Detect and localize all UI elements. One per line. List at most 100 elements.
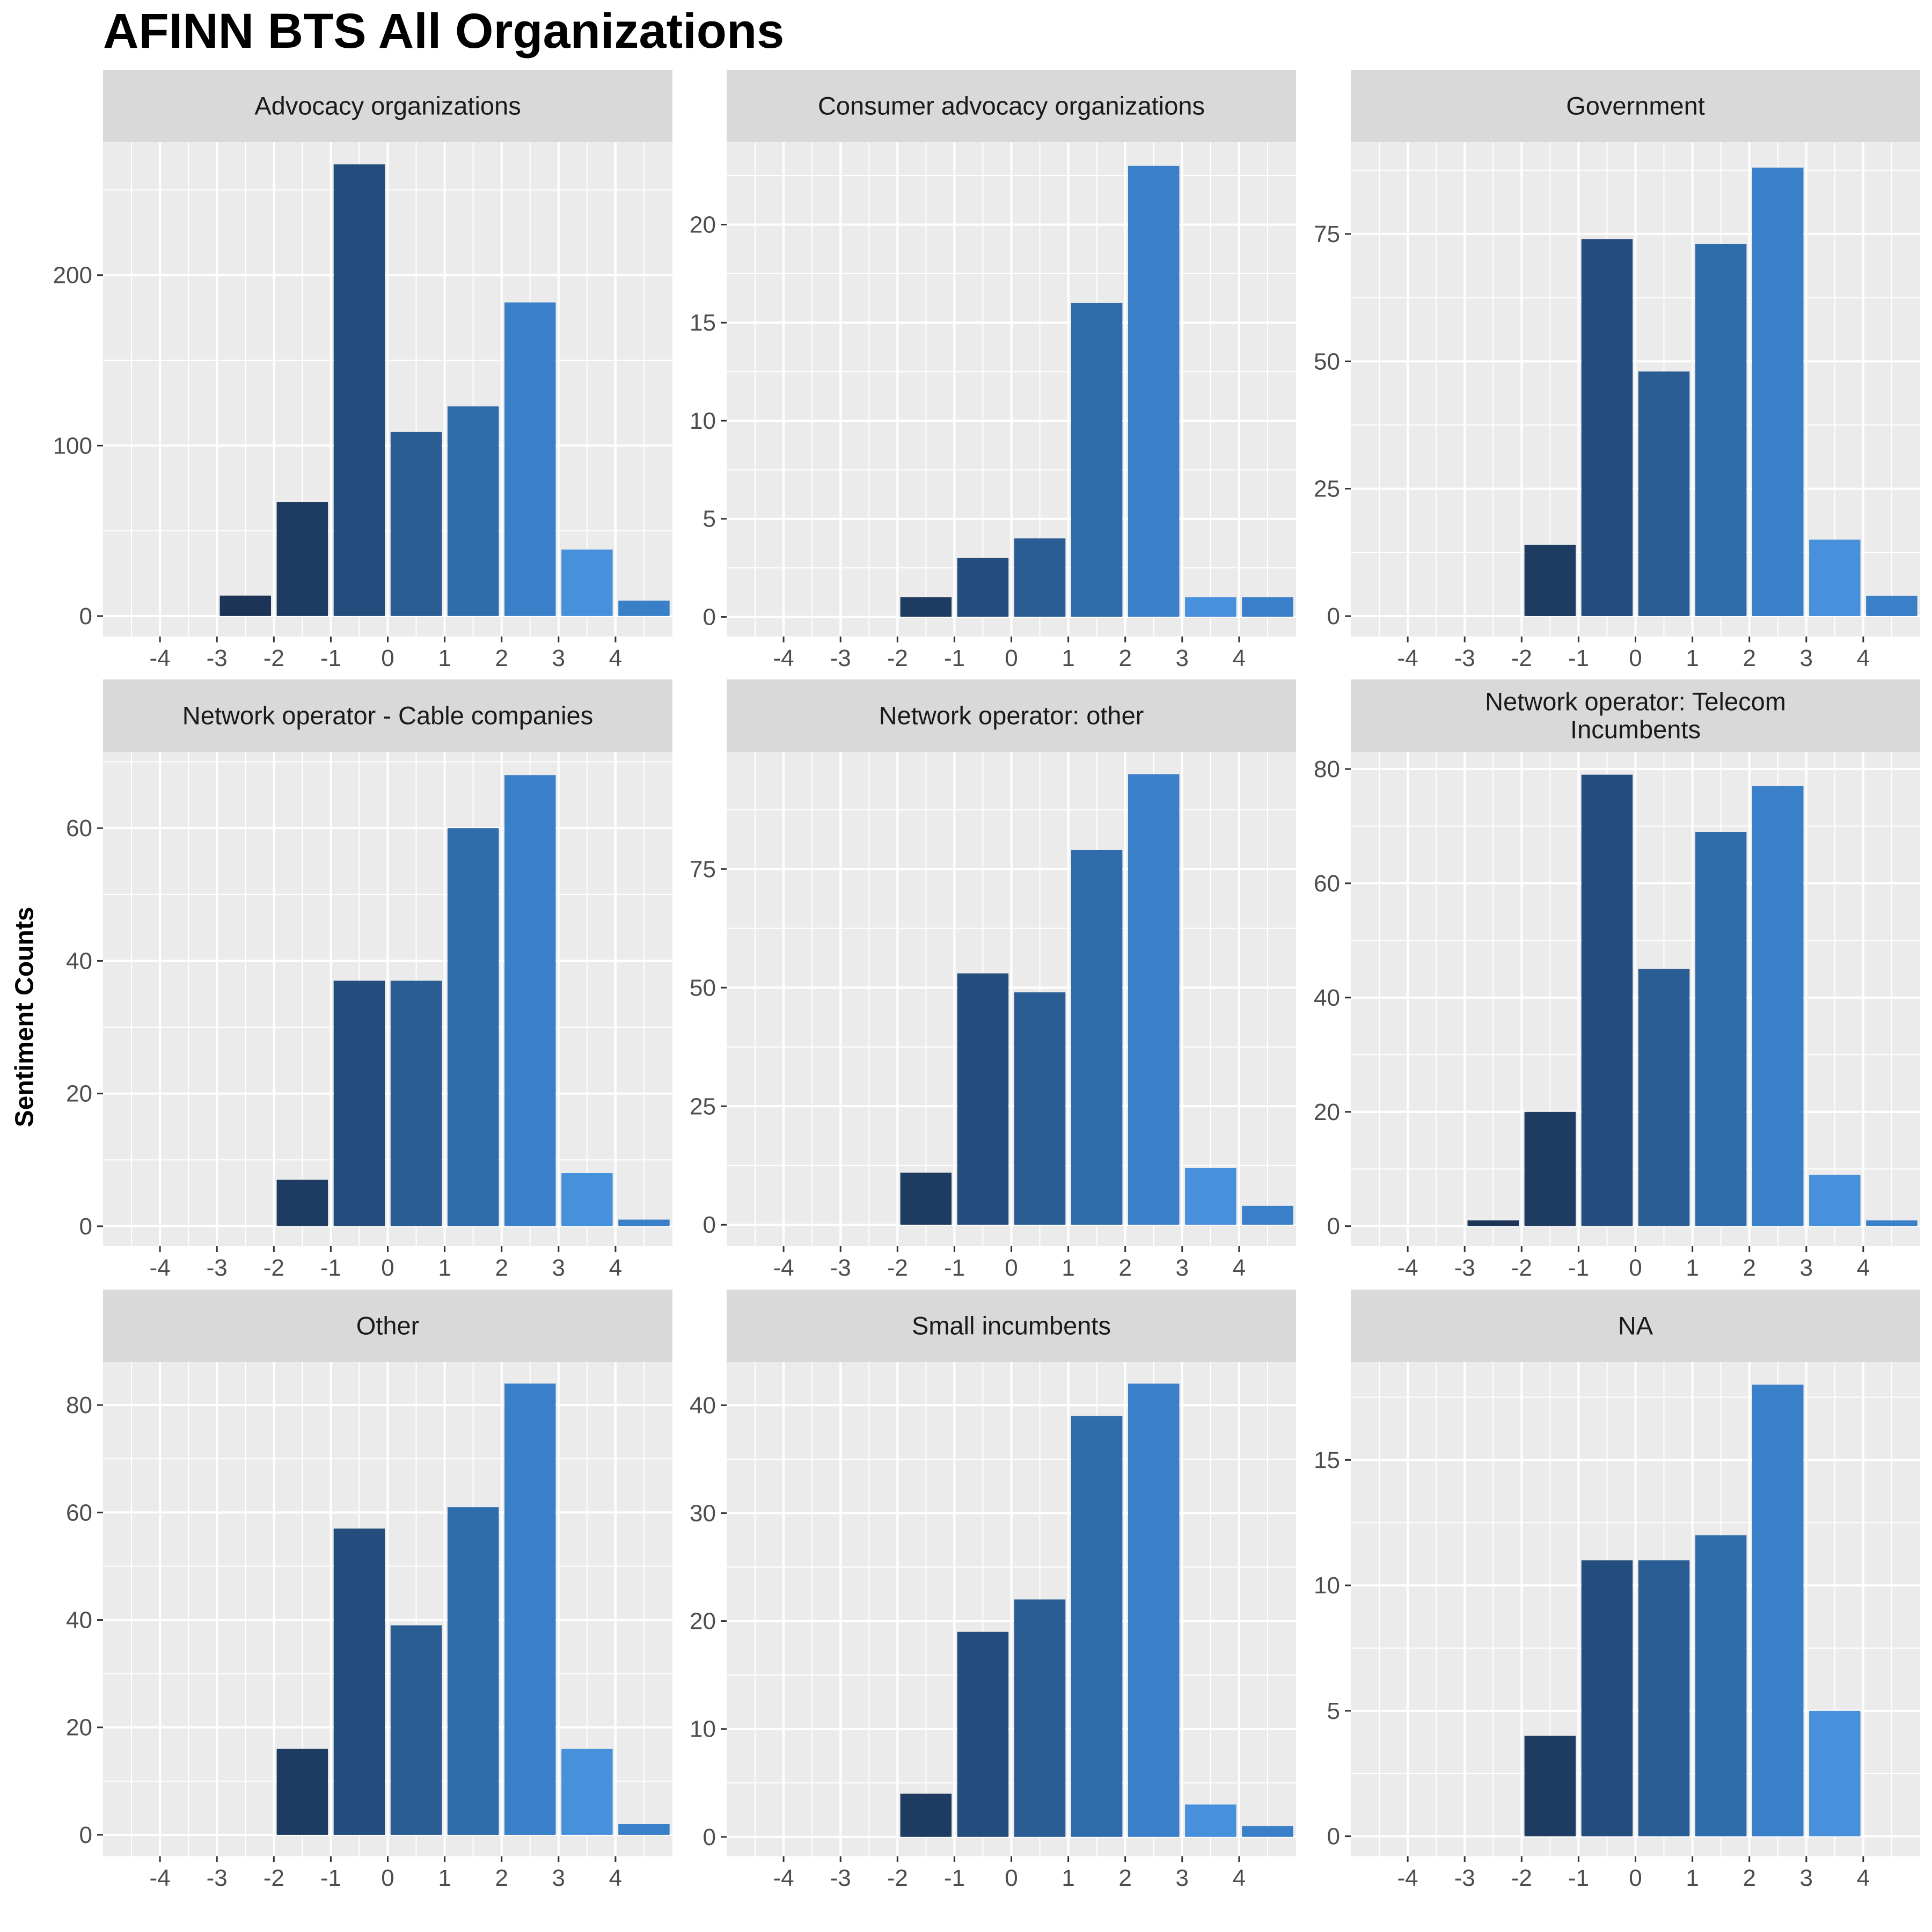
bar <box>1581 239 1633 617</box>
x-tick-label: -4 <box>1397 645 1418 671</box>
bar <box>1185 1168 1236 1225</box>
y-tick-label: 60 <box>1314 870 1340 897</box>
y-tick-label: 5 <box>703 506 716 532</box>
bar <box>1524 1736 1576 1836</box>
y-tick-label: 60 <box>66 1499 92 1526</box>
bar <box>1467 1220 1519 1226</box>
bar <box>1014 538 1066 617</box>
panel-title: Advocacy organizations <box>254 92 521 120</box>
x-tick-label: 3 <box>1800 1865 1813 1891</box>
x-tick-label: -4 <box>773 645 794 671</box>
x-tick-label: 0 <box>1629 1865 1642 1891</box>
y-tick-label: 10 <box>690 1716 716 1743</box>
x-tick-label: -4 <box>773 1255 794 1281</box>
y-tick-label: 0 <box>703 1212 716 1238</box>
y-tick-label: 0 <box>703 604 716 630</box>
x-tick-label: 2 <box>1118 645 1131 671</box>
bar <box>561 1748 613 1835</box>
x-tick-label: -2 <box>1511 645 1532 671</box>
bar <box>504 775 556 1226</box>
bar <box>333 1528 385 1835</box>
x-tick-label: 4 <box>609 1255 622 1281</box>
y-tick-label: 25 <box>690 1093 716 1119</box>
bar <box>276 502 328 616</box>
y-tick-label: 0 <box>79 603 92 630</box>
x-tick-label: -3 <box>830 1255 851 1281</box>
bar <box>618 1824 670 1835</box>
panel-title: NA <box>1618 1312 1653 1340</box>
bar <box>618 601 670 616</box>
bar <box>504 1384 556 1835</box>
x-tick-label: 1 <box>438 645 451 671</box>
bar <box>1752 167 1804 617</box>
x-tick-label: -3 <box>1454 1865 1475 1891</box>
bar <box>1014 1599 1066 1837</box>
y-tick-label: 0 <box>1327 1213 1340 1240</box>
bar <box>1809 1174 1861 1226</box>
bar <box>447 1507 499 1835</box>
x-tick-label: -4 <box>150 1865 171 1891</box>
bar <box>957 558 1009 617</box>
chart-title: AFINN BTS All Organizations <box>103 4 785 58</box>
y-tick-label: 75 <box>1314 221 1340 247</box>
panel-strip <box>103 679 672 752</box>
x-tick-label: -3 <box>830 1865 851 1891</box>
x-tick-label: 2 <box>1743 645 1755 671</box>
x-tick-label: 3 <box>552 645 565 671</box>
x-tick-label: 2 <box>495 1255 508 1281</box>
x-tick-label: -1 <box>1568 1865 1589 1891</box>
bar <box>1185 1804 1236 1837</box>
x-tick-label: -2 <box>264 1865 284 1891</box>
y-tick-label: 50 <box>690 975 716 1001</box>
y-tick-label: 40 <box>66 948 92 974</box>
x-tick-label: 3 <box>1176 1865 1189 1891</box>
panel: NA 0 5 10 15 -4 -3 -2 -1 0 1 2 3 4 <box>1314 1290 1920 1891</box>
bar <box>1866 596 1918 617</box>
y-tick-label: 25 <box>1314 476 1340 502</box>
bar <box>1695 832 1747 1226</box>
y-tick-label: 10 <box>690 408 716 434</box>
x-tick-label: -1 <box>320 1865 341 1891</box>
bar <box>390 431 442 616</box>
x-tick-label: 0 <box>1629 1255 1642 1281</box>
bar <box>1695 244 1747 617</box>
x-tick-label: 4 <box>609 645 622 671</box>
x-tick-label: -2 <box>1511 1255 1532 1281</box>
bar <box>900 1172 952 1225</box>
x-tick-label: 0 <box>1629 645 1642 671</box>
x-tick-label: -3 <box>1454 645 1475 671</box>
x-tick-label: 2 <box>1743 1865 1755 1891</box>
panel-title: Network operator: other <box>879 701 1144 730</box>
y-tick-label: 15 <box>1314 1447 1340 1473</box>
x-tick-label: 0 <box>1005 1865 1018 1891</box>
x-tick-label: 4 <box>1857 645 1870 671</box>
x-tick-label: -2 <box>264 645 284 671</box>
x-tick-label: -1 <box>944 1865 965 1891</box>
x-tick-label: -1 <box>1568 645 1589 671</box>
bar <box>1581 774 1633 1226</box>
y-tick-label: 50 <box>1314 348 1340 375</box>
bar <box>618 1219 670 1226</box>
x-tick-label: -2 <box>1511 1865 1532 1891</box>
bar <box>1128 165 1180 617</box>
bar <box>333 164 385 616</box>
panel-strip <box>1351 1290 1920 1362</box>
panel-title: Small incumbents <box>912 1312 1111 1340</box>
x-tick-label: -2 <box>887 645 908 671</box>
y-tick-label: 60 <box>66 815 92 841</box>
panel-title: Network operator - Cable companies <box>182 701 593 730</box>
bar <box>1128 774 1180 1225</box>
x-tick-label: 2 <box>1118 1255 1131 1281</box>
bar <box>1242 597 1293 617</box>
panel: Consumer advocacy organizations05101520-… <box>690 70 1296 671</box>
bar <box>1638 371 1690 617</box>
panel-strip <box>727 70 1296 142</box>
x-tick-label: -4 <box>150 1255 171 1281</box>
x-tick-label: -4 <box>773 1865 794 1891</box>
panel-strip <box>727 679 1296 752</box>
x-tick-label: 2 <box>495 645 508 671</box>
panel: Small incumbents 0 10 20 30 40 -4 -3 -2 -1 0 1 2 3 4 <box>690 1290 1296 1891</box>
bar <box>1638 1560 1690 1836</box>
y-tick-label: 40 <box>1314 985 1340 1011</box>
x-tick-label: 1 <box>1686 645 1699 671</box>
